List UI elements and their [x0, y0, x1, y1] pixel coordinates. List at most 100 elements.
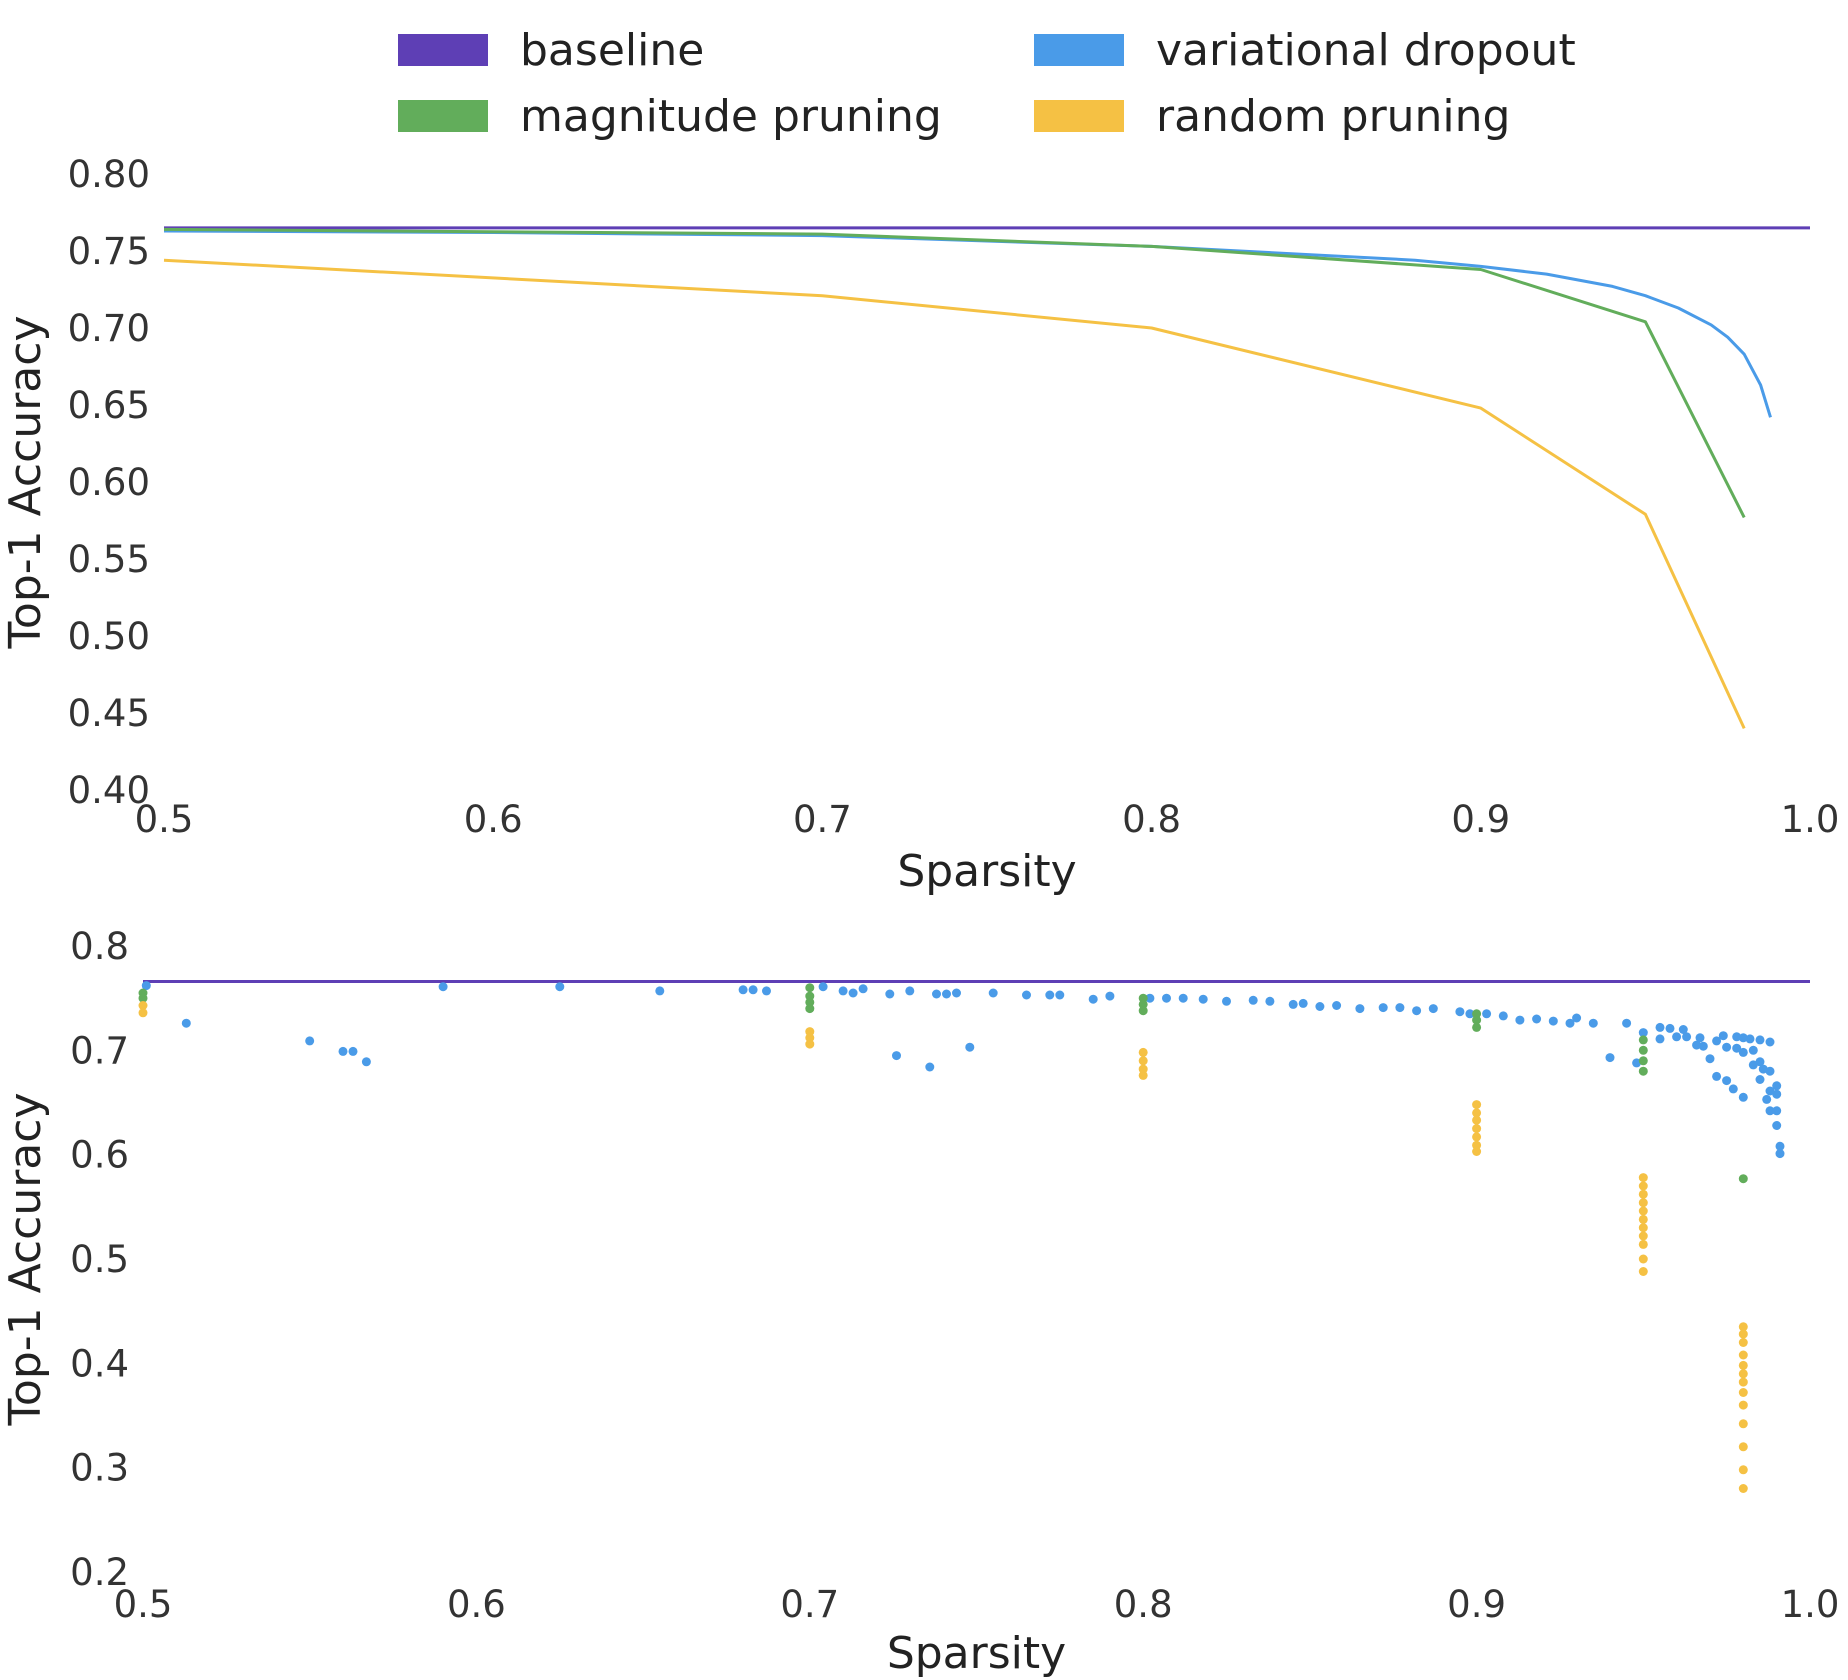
bottom-point-variational-dropout — [555, 982, 565, 992]
bottom-point-magnitude-pruning — [1472, 1015, 1482, 1025]
legend-label-baseline: baseline — [520, 25, 704, 76]
bottom-point-variational-dropout — [1765, 1086, 1775, 1096]
bottom-point-random-pruning — [1472, 1100, 1482, 1110]
top-ytick-label: 0.70 — [68, 307, 150, 350]
bottom-point-variational-dropout — [1572, 1013, 1582, 1023]
bottom-point-random-pruning — [1472, 1147, 1482, 1156]
legend-swatch-random-pruning — [1034, 100, 1124, 132]
bottom-point-variational-dropout — [905, 986, 915, 996]
bottom-point-random-pruning — [1738, 1465, 1748, 1475]
bottom-point-random-pruning — [1738, 1338, 1748, 1347]
bottom-point-random-pruning — [1472, 1124, 1482, 1134]
bottom-point-random-pruning — [1638, 1189, 1648, 1199]
bottom-point-random-pruning — [138, 1001, 148, 1010]
bottom-point-magnitude-pruning — [1638, 1066, 1648, 1076]
bottom-point-variational-dropout — [1738, 1047, 1748, 1057]
bottom-point-random-pruning — [1738, 1322, 1748, 1332]
bottom-point-variational-dropout — [1722, 1076, 1732, 1086]
bottom-point-variational-dropout — [1772, 1081, 1782, 1091]
bottom-point-variational-dropout — [655, 986, 665, 996]
bottom-point-variational-dropout — [1745, 1034, 1755, 1044]
bottom-point-magnitude-pruning — [1472, 1022, 1482, 1032]
bottom-point-random-pruning — [1138, 1056, 1148, 1066]
top-ytick-label: 0.80 — [68, 153, 150, 196]
bottom-point-variational-dropout — [1722, 1042, 1732, 1052]
bottom-point-random-pruning — [1472, 1140, 1482, 1150]
top-xtick-label: 0.8 — [1122, 798, 1181, 841]
bottom-point-variational-dropout — [1762, 1094, 1772, 1104]
bottom-point-variational-dropout — [438, 982, 448, 992]
bottom-point-random-pruning — [1738, 1377, 1748, 1387]
top-series-magnitude-pruning-line — [163, 227, 1746, 519]
bottom-point-variational-dropout — [1428, 1004, 1438, 1014]
bottom-xtick-label: 0.5 — [114, 1583, 173, 1626]
plot-top-line-chart: 0.80 0.75 0.70 0.65 0.60 0.55 0.50 0.45 0.400.5 0… — [0, 153, 1839, 897]
bottom-ytick-label: 0.6 — [70, 1134, 129, 1177]
bottom-point-random-pruning — [1638, 1267, 1648, 1276]
bottom-point-variational-dropout — [965, 1042, 975, 1052]
top-series-random-pruning-line — [163, 258, 1746, 730]
top-xtick-label: 0.6 — [464, 798, 523, 841]
bottom-point-variational-dropout — [848, 988, 858, 998]
bottom-point-random-pruning — [1738, 1388, 1748, 1397]
bottom-point-variational-dropout — [1482, 1009, 1492, 1019]
top-ytick-label: 0.55 — [68, 538, 150, 581]
bottom-point-variational-dropout — [1022, 990, 1031, 1000]
top-ytick-label: 0.60 — [68, 461, 150, 504]
bottom-point-random-pruning — [1472, 1132, 1482, 1142]
bottom-point-variational-dropout — [1665, 1023, 1675, 1033]
legend-swatch-baseline — [398, 34, 488, 66]
bottom-point-variational-dropout — [1765, 1037, 1775, 1047]
bottom-point-random-pruning — [1638, 1231, 1648, 1241]
bottom-point-variational-dropout — [1698, 1041, 1708, 1051]
bottom-point-random-pruning — [1138, 1047, 1148, 1057]
legend-swatch-variational-dropout — [1034, 34, 1124, 66]
bottom-point-variational-dropout — [1765, 1066, 1775, 1076]
bottom-point-magnitude-pruning — [1472, 1009, 1482, 1019]
bottom-point-variational-dropout — [1728, 1084, 1738, 1094]
bottom-point-magnitude-pruning — [1138, 1006, 1148, 1016]
bottom-point-random-pruning — [805, 1039, 815, 1049]
bottom-point-random-pruning — [1738, 1329, 1748, 1339]
bottom-point-variational-dropout — [838, 986, 848, 996]
bottom-point-random-pruning — [1738, 1419, 1748, 1429]
bottom-point-variational-dropout — [1548, 1016, 1558, 1026]
bottom-point-variational-dropout — [1755, 1057, 1765, 1067]
bottom-point-variational-dropout — [1738, 1033, 1748, 1043]
bottom-point-variational-dropout — [1105, 991, 1115, 1001]
bottom-point-random-pruning — [805, 1027, 815, 1037]
top-ytick-label: 0.50 — [68, 615, 150, 658]
bottom-point-variational-dropout — [892, 1051, 901, 1061]
bottom-point-variational-dropout — [1672, 1032, 1682, 1042]
bottom-point-variational-dropout — [1145, 993, 1155, 1003]
bottom-point-random-pruning — [138, 1008, 148, 1018]
bottom-point-variational-dropout — [858, 984, 868, 994]
bottom-point-variational-dropout — [1265, 996, 1275, 1006]
top-series-variational-dropout-line — [163, 229, 1772, 418]
bottom-point-variational-dropout — [1045, 990, 1055, 1000]
bottom-point-random-pruning — [1138, 1070, 1148, 1080]
top-xtick-label: 0.7 — [793, 798, 852, 841]
bottom-point-random-pruning — [1472, 1108, 1482, 1118]
bottom-point-variational-dropout — [762, 986, 771, 996]
bottom-point-variational-dropout — [748, 985, 758, 995]
bottom-point-variational-dropout — [1088, 994, 1098, 1004]
bottom-xtick-label: 0.8 — [1114, 1583, 1173, 1626]
bottom-point-variational-dropout — [1198, 994, 1208, 1004]
bottom-point-variational-dropout — [348, 1046, 358, 1056]
bottom-xaxis-label: Sparsity — [887, 1628, 1066, 1679]
bottom-point-variational-dropout — [1605, 1053, 1615, 1063]
bottom-point-variational-dropout — [1682, 1032, 1692, 1042]
top-xtick-label: 1.0 — [1781, 798, 1840, 841]
legend-label-magnitude-pruning: magnitude pruning — [520, 91, 942, 142]
bottom-point-variational-dropout — [1455, 1007, 1465, 1017]
bottom-point-variational-dropout — [1355, 1004, 1365, 1014]
bottom-point-variational-dropout — [988, 988, 998, 998]
top-yaxis-label: Top-1 Accuracy — [0, 316, 51, 650]
bottom-point-variational-dropout — [818, 982, 828, 992]
bottom-point-variational-dropout — [1588, 1018, 1598, 1028]
bottom-point-magnitude-pruning — [138, 993, 148, 1003]
bottom-point-variational-dropout — [932, 989, 941, 999]
bottom-point-magnitude-pruning — [1638, 1056, 1648, 1066]
